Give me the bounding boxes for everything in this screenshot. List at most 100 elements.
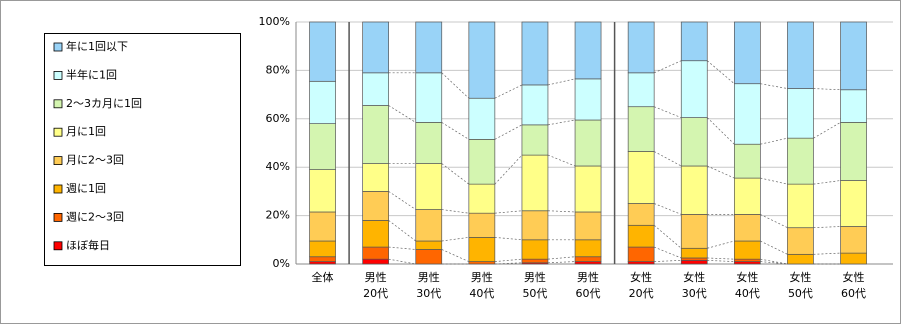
x-tick-label: 女性 20代 bbox=[628, 271, 654, 300]
legend-label: 年に1回以下 bbox=[66, 39, 128, 53]
bar-segment bbox=[521, 210, 549, 241]
connector bbox=[388, 246, 416, 250]
bar-segment bbox=[733, 177, 761, 215]
bar-segment bbox=[521, 239, 549, 260]
bar-segment bbox=[627, 246, 655, 262]
bar-segment bbox=[733, 214, 761, 242]
legend-label: 月に2～3回 bbox=[66, 154, 124, 167]
connector bbox=[388, 220, 416, 242]
connector bbox=[494, 237, 522, 241]
connector bbox=[494, 84, 523, 99]
connector bbox=[388, 191, 416, 210]
y-tick-label: 20% bbox=[266, 209, 290, 222]
connector bbox=[441, 163, 470, 185]
bar-segment bbox=[574, 256, 602, 262]
connector bbox=[654, 203, 682, 215]
legend-label: 半年に1回 bbox=[66, 67, 117, 81]
connector bbox=[707, 60, 735, 84]
bar-segment bbox=[468, 97, 496, 140]
legend-swatch bbox=[53, 212, 63, 222]
bar-segment bbox=[733, 21, 761, 85]
x-tick-label: 男性 30代 bbox=[416, 271, 442, 300]
connector bbox=[760, 240, 788, 255]
bar-segment bbox=[309, 240, 336, 258]
bar-segment bbox=[362, 258, 389, 265]
connector bbox=[547, 78, 576, 86]
bar-segment bbox=[627, 72, 655, 108]
bar-segment bbox=[733, 240, 761, 260]
bar-segment bbox=[309, 80, 336, 124]
bar-segment bbox=[309, 169, 336, 213]
bar-segment bbox=[415, 21, 443, 74]
bar-segment bbox=[574, 119, 602, 167]
connector bbox=[707, 240, 735, 249]
bar-segment bbox=[680, 21, 708, 62]
bar-segment bbox=[362, 220, 389, 248]
bar-segment bbox=[840, 21, 867, 91]
bar-segment bbox=[574, 78, 602, 121]
bar-segment bbox=[415, 240, 443, 250]
bar-segment bbox=[787, 21, 814, 89]
x-tick-label: 男性 20代 bbox=[363, 271, 389, 300]
bar-segment bbox=[787, 227, 814, 255]
legend-label: 週に1回 bbox=[66, 182, 106, 195]
legend-swatch bbox=[53, 42, 63, 52]
bar-segment bbox=[840, 122, 867, 181]
connector bbox=[653, 151, 682, 167]
bar-segment bbox=[627, 106, 655, 152]
bar-segment bbox=[787, 183, 814, 229]
connector bbox=[654, 60, 682, 74]
connector bbox=[654, 246, 682, 259]
x-tick-label: 女性 50代 bbox=[787, 271, 813, 300]
y-tick-label: 60% bbox=[266, 112, 290, 125]
connector bbox=[707, 257, 735, 260]
bar-segment bbox=[309, 123, 336, 170]
connector bbox=[813, 122, 841, 139]
bar-segment bbox=[309, 256, 336, 262]
y-tick-label: 0% bbox=[273, 257, 290, 270]
bar-segment bbox=[415, 209, 443, 242]
legend-label: 月に1回 bbox=[66, 125, 106, 138]
connector bbox=[654, 106, 682, 118]
bar-segment bbox=[521, 154, 549, 212]
bar-segment bbox=[840, 226, 867, 254]
bar-segment bbox=[680, 260, 708, 265]
connector bbox=[707, 165, 735, 179]
x-tick-label: 男性 50代 bbox=[522, 271, 548, 300]
connector bbox=[547, 119, 576, 126]
legend-box bbox=[44, 33, 241, 266]
bar-segment bbox=[574, 21, 602, 80]
connector bbox=[547, 261, 576, 264]
legend-swatch bbox=[53, 241, 63, 251]
connector bbox=[760, 214, 788, 229]
x-tick-label: 女性 40代 bbox=[734, 271, 760, 300]
connector bbox=[760, 177, 788, 185]
bar-segment bbox=[309, 211, 336, 242]
bar-segment bbox=[362, 191, 389, 221]
connector bbox=[441, 209, 469, 214]
x-tick-label: 男性 60代 bbox=[575, 271, 601, 300]
connector bbox=[547, 154, 576, 167]
connector bbox=[547, 256, 576, 260]
bar-segment bbox=[309, 261, 336, 265]
bar-segment bbox=[468, 212, 496, 238]
bar-segment bbox=[521, 84, 549, 126]
connector bbox=[494, 210, 522, 214]
bar-segment bbox=[680, 60, 708, 118]
bar-segment bbox=[362, 105, 389, 164]
bar-segment bbox=[309, 21, 336, 82]
x-tick-label: 全体 bbox=[311, 271, 334, 284]
connector bbox=[494, 124, 523, 140]
connector bbox=[813, 252, 841, 255]
bar-segment bbox=[415, 122, 443, 164]
bar-segment bbox=[733, 143, 761, 179]
bar-segment bbox=[627, 151, 655, 204]
bar-segment bbox=[787, 137, 814, 185]
bar-segment bbox=[840, 252, 867, 265]
connector bbox=[441, 249, 469, 262]
bar-segment bbox=[415, 163, 443, 210]
bar-segment bbox=[680, 247, 708, 259]
legend-swatch bbox=[53, 184, 63, 194]
bar-segment bbox=[415, 249, 443, 265]
